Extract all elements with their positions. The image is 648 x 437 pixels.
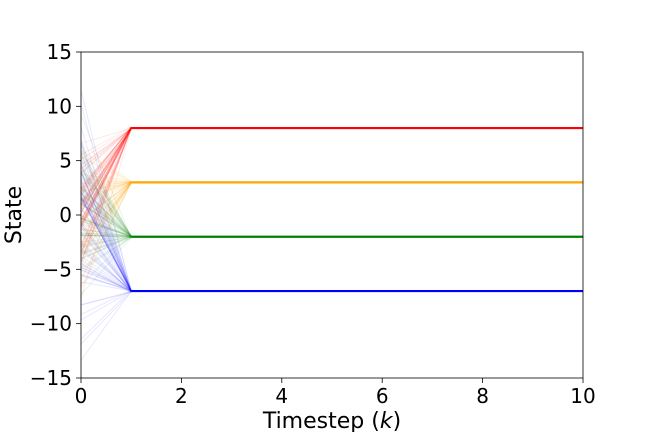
x-tick-label: 10 [570, 384, 595, 408]
y-tick-label: −5 [43, 257, 72, 281]
series-layer [81, 91, 583, 361]
trajectory-line [81, 291, 131, 320]
trajectory-line [81, 292, 131, 344]
x-tick-label: 6 [376, 384, 389, 408]
axes-frame [81, 52, 583, 378]
y-tick-label: 10 [47, 94, 72, 118]
x-axis-label: Timestep (k) [262, 409, 401, 432]
y-tick-label: −10 [30, 312, 72, 336]
x-axis-ticks: 0 2 4 6 8 10 [75, 378, 596, 408]
x-tick-label: 2 [175, 384, 188, 408]
y-tick-label: 0 [59, 203, 72, 227]
y-tick-label: −15 [30, 366, 72, 390]
y-tick-label: 15 [47, 40, 72, 64]
x-tick-label: 0 [75, 384, 88, 408]
y-tick-label: 5 [59, 149, 72, 173]
x-tick-label: 8 [476, 384, 489, 408]
trajectory-line [81, 290, 131, 339]
y-axis-ticks: −15 −10 −5 0 5 10 15 [30, 40, 81, 390]
trajectory-line [81, 291, 131, 361]
y-axis-label: State [2, 186, 27, 244]
x-tick-label: 4 [275, 384, 288, 408]
